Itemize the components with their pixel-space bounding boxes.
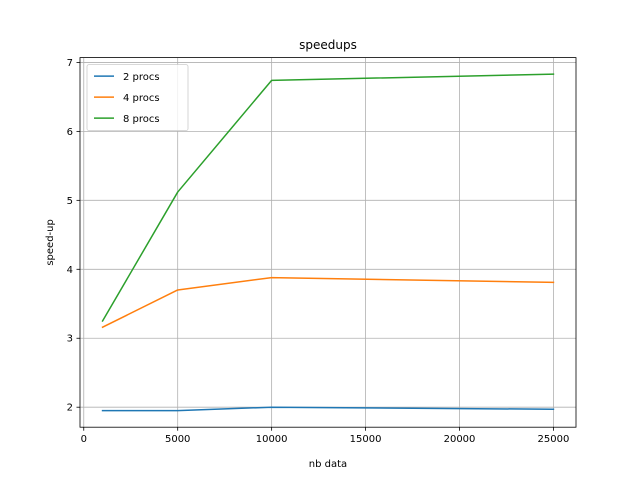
series-line — [101, 73, 555, 323]
plot-frame — [79, 57, 577, 428]
x-tick-label: 15000 — [350, 434, 382, 445]
y-tick-label: 3 — [67, 334, 73, 345]
x-tick-label: 0 — [81, 434, 87, 445]
legend-frame — [86, 64, 189, 131]
x-tick-label: 25000 — [538, 434, 570, 445]
y-tick-label: 7 — [67, 58, 73, 69]
legend-label: 8 procs — [123, 114, 160, 125]
series-line — [101, 406, 555, 412]
grid — [80, 57, 576, 428]
y-tick-label: 2 — [67, 403, 73, 414]
series-line — [101, 276, 555, 329]
series-lines — [101, 73, 555, 412]
x-axis-label: nb data — [309, 459, 347, 470]
y-tick-label: 5 — [67, 196, 73, 207]
y-tick-label: 6 — [67, 127, 73, 138]
y-tick-label: 4 — [67, 265, 73, 276]
chart-title: speedups — [299, 38, 357, 52]
legend-label: 4 procs — [123, 93, 160, 104]
legend-label: 2 procs — [123, 72, 160, 83]
x-tick-label: 10000 — [256, 434, 288, 445]
y-axis-ticks: 2 3 4 5 6 7 — [67, 58, 80, 414]
x-axis-ticks: 0 5000 10000 15000 20000 25000 — [81, 427, 570, 445]
x-tick-label: 5000 — [165, 434, 190, 445]
y-axis-label: speed-up — [45, 219, 56, 266]
legend: 2 procs 4 procs 8 procs — [86, 64, 189, 131]
x-tick-label: 20000 — [444, 434, 476, 445]
